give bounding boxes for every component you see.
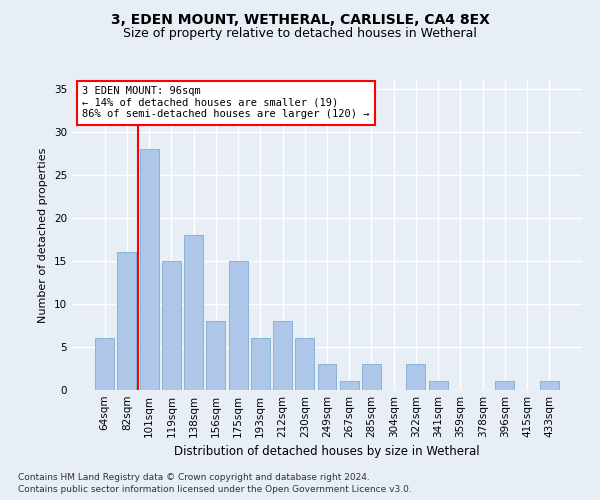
Text: 3 EDEN MOUNT: 96sqm
← 14% of detached houses are smaller (19)
86% of semi-detach: 3 EDEN MOUNT: 96sqm ← 14% of detached ho… [82, 86, 370, 120]
Text: Contains public sector information licensed under the Open Government Licence v3: Contains public sector information licen… [18, 485, 412, 494]
Bar [496, 382, 514, 390]
Bar [95, 338, 114, 390]
Bar [206, 321, 225, 390]
Bar [295, 338, 314, 390]
Bar [118, 252, 136, 390]
Bar [273, 321, 292, 390]
Bar [140, 149, 158, 390]
Bar [162, 261, 181, 390]
Text: 3, EDEN MOUNT, WETHERAL, CARLISLE, CA4 8EX: 3, EDEN MOUNT, WETHERAL, CARLISLE, CA4 8… [110, 12, 490, 26]
Bar [540, 382, 559, 390]
Bar [184, 235, 203, 390]
Bar [340, 382, 359, 390]
Bar [251, 338, 270, 390]
Y-axis label: Number of detached properties: Number of detached properties [38, 148, 49, 322]
X-axis label: Distribution of detached houses by size in Wetheral: Distribution of detached houses by size … [174, 446, 480, 458]
Bar [429, 382, 448, 390]
Bar [362, 364, 381, 390]
Bar [229, 261, 248, 390]
Bar [317, 364, 337, 390]
Bar [406, 364, 425, 390]
Text: Size of property relative to detached houses in Wetheral: Size of property relative to detached ho… [123, 28, 477, 40]
Text: Contains HM Land Registry data © Crown copyright and database right 2024.: Contains HM Land Registry data © Crown c… [18, 472, 370, 482]
